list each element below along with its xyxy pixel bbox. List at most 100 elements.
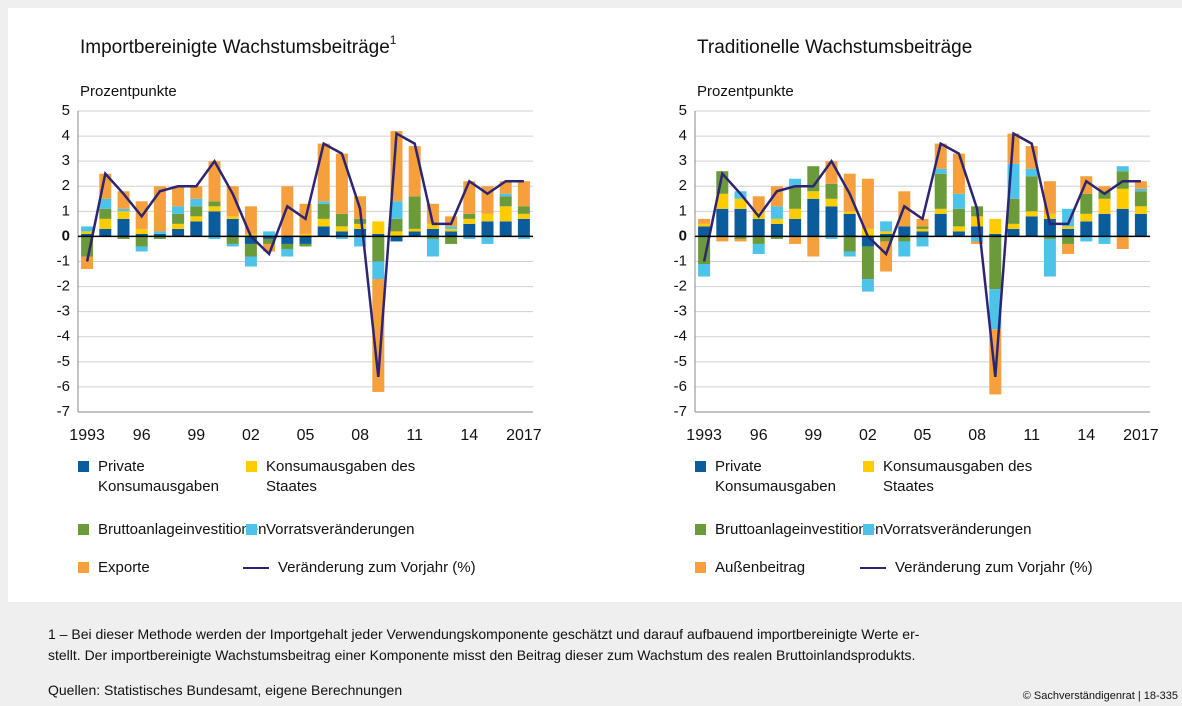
bar [752,218,765,237]
y-tick-label: -3 [57,303,70,320]
bar [1007,198,1020,224]
bar [716,193,729,209]
bar [934,208,947,214]
legend-item: Bruttoanlageinvestitionen [78,520,268,540]
bar [335,236,348,239]
legend-label: Außenbeitrag [715,559,806,576]
y-tick-label: -4 [57,328,70,345]
legend-swatch [695,562,706,573]
legend-label: Veränderung zum Vorjahr (%) [895,559,1093,576]
bar [770,218,783,224]
chart-title: Traditionelle Wachstumsbeiträge [697,37,972,58]
bar [190,221,203,237]
legend-swatch [246,461,257,472]
bar [716,236,729,242]
bar [971,226,984,237]
bar [390,218,403,232]
bar [916,218,929,227]
bar [481,221,494,237]
bar [208,236,221,239]
bar [1025,216,1038,237]
legend-item: Private Konsumausgaben [78,457,238,497]
x-tick-label: 2017 [506,427,542,444]
bar [226,243,239,247]
bar [463,181,476,214]
bar [916,231,929,237]
legend-label: Konsumausgaben des Staates [883,458,1033,495]
bar [244,236,257,244]
bar [281,186,294,237]
bar [952,231,965,237]
bar [463,236,476,239]
bar [770,206,783,219]
bar [153,186,166,232]
bar [244,256,257,267]
bar [135,228,148,234]
bar [698,226,711,237]
bar [807,236,820,257]
bar [952,193,965,209]
x-tick-label: 14 [1077,427,1095,444]
x-tick-label: 11 [1023,427,1040,444]
chart-title-text: Importbereinigte Wachstumsbeiträge [80,37,390,58]
x-tick-label: 96 [750,427,768,444]
legend-item: Vorratsveränderungen [863,520,1083,540]
bar [372,279,385,392]
bar [244,243,257,257]
y-tick-label: -1 [674,252,687,269]
legend-swatch [243,567,269,569]
bar [208,201,221,207]
legend-item: Exporte [78,558,258,578]
bar [1043,238,1056,277]
bar [807,198,820,237]
bar [317,218,330,227]
y-tick-label: 2 [62,177,70,194]
legend-item: Veränderung zum Vorjahr (%) [860,558,1182,578]
bar [1134,191,1147,207]
bar [934,143,947,169]
legend-label: Vorratsveränderungen [266,521,415,538]
bar [1062,226,1075,229]
legend-label: Bruttoanlageinvestitionen [715,521,884,538]
bar [843,251,856,257]
bar [135,246,148,252]
bar [861,279,874,292]
legend-item: Konsumausgaben des Staates [246,457,466,497]
bar [172,213,185,224]
bar [81,256,94,270]
bar [190,206,203,217]
legend-label: Konsumausgaben des Staates [266,458,416,495]
footnote-line: stellt. Der importbereinigte Wachstumsbe… [48,647,916,663]
bar [81,226,94,232]
bar [299,243,312,247]
bar [317,226,330,237]
x-tick-label: 02 [242,427,260,444]
bar [898,226,911,237]
bar [426,228,439,237]
bar [317,143,330,202]
x-tick-label: 05 [914,427,932,444]
bar [153,236,166,239]
bar [117,218,130,237]
y-tick-label: -4 [674,328,687,345]
bar [1116,166,1129,172]
y-tick-label: -3 [674,303,687,320]
legend-label: Private Konsumausgaben [98,458,219,495]
line [702,131,1141,378]
bar [861,228,874,237]
bar [716,208,729,237]
y-axis-label: Prozentpunkte [80,83,177,100]
bar [770,236,783,239]
bar [426,223,439,229]
bar [172,206,185,214]
legend-swatch [863,524,874,535]
bar [445,228,458,232]
bar [861,178,874,229]
bar [1007,223,1020,229]
legend-swatch [695,524,706,535]
bar [354,236,367,247]
bar [734,236,747,239]
y-tick-label: 1 [62,202,70,219]
bar [1098,213,1111,237]
bar [372,261,385,280]
